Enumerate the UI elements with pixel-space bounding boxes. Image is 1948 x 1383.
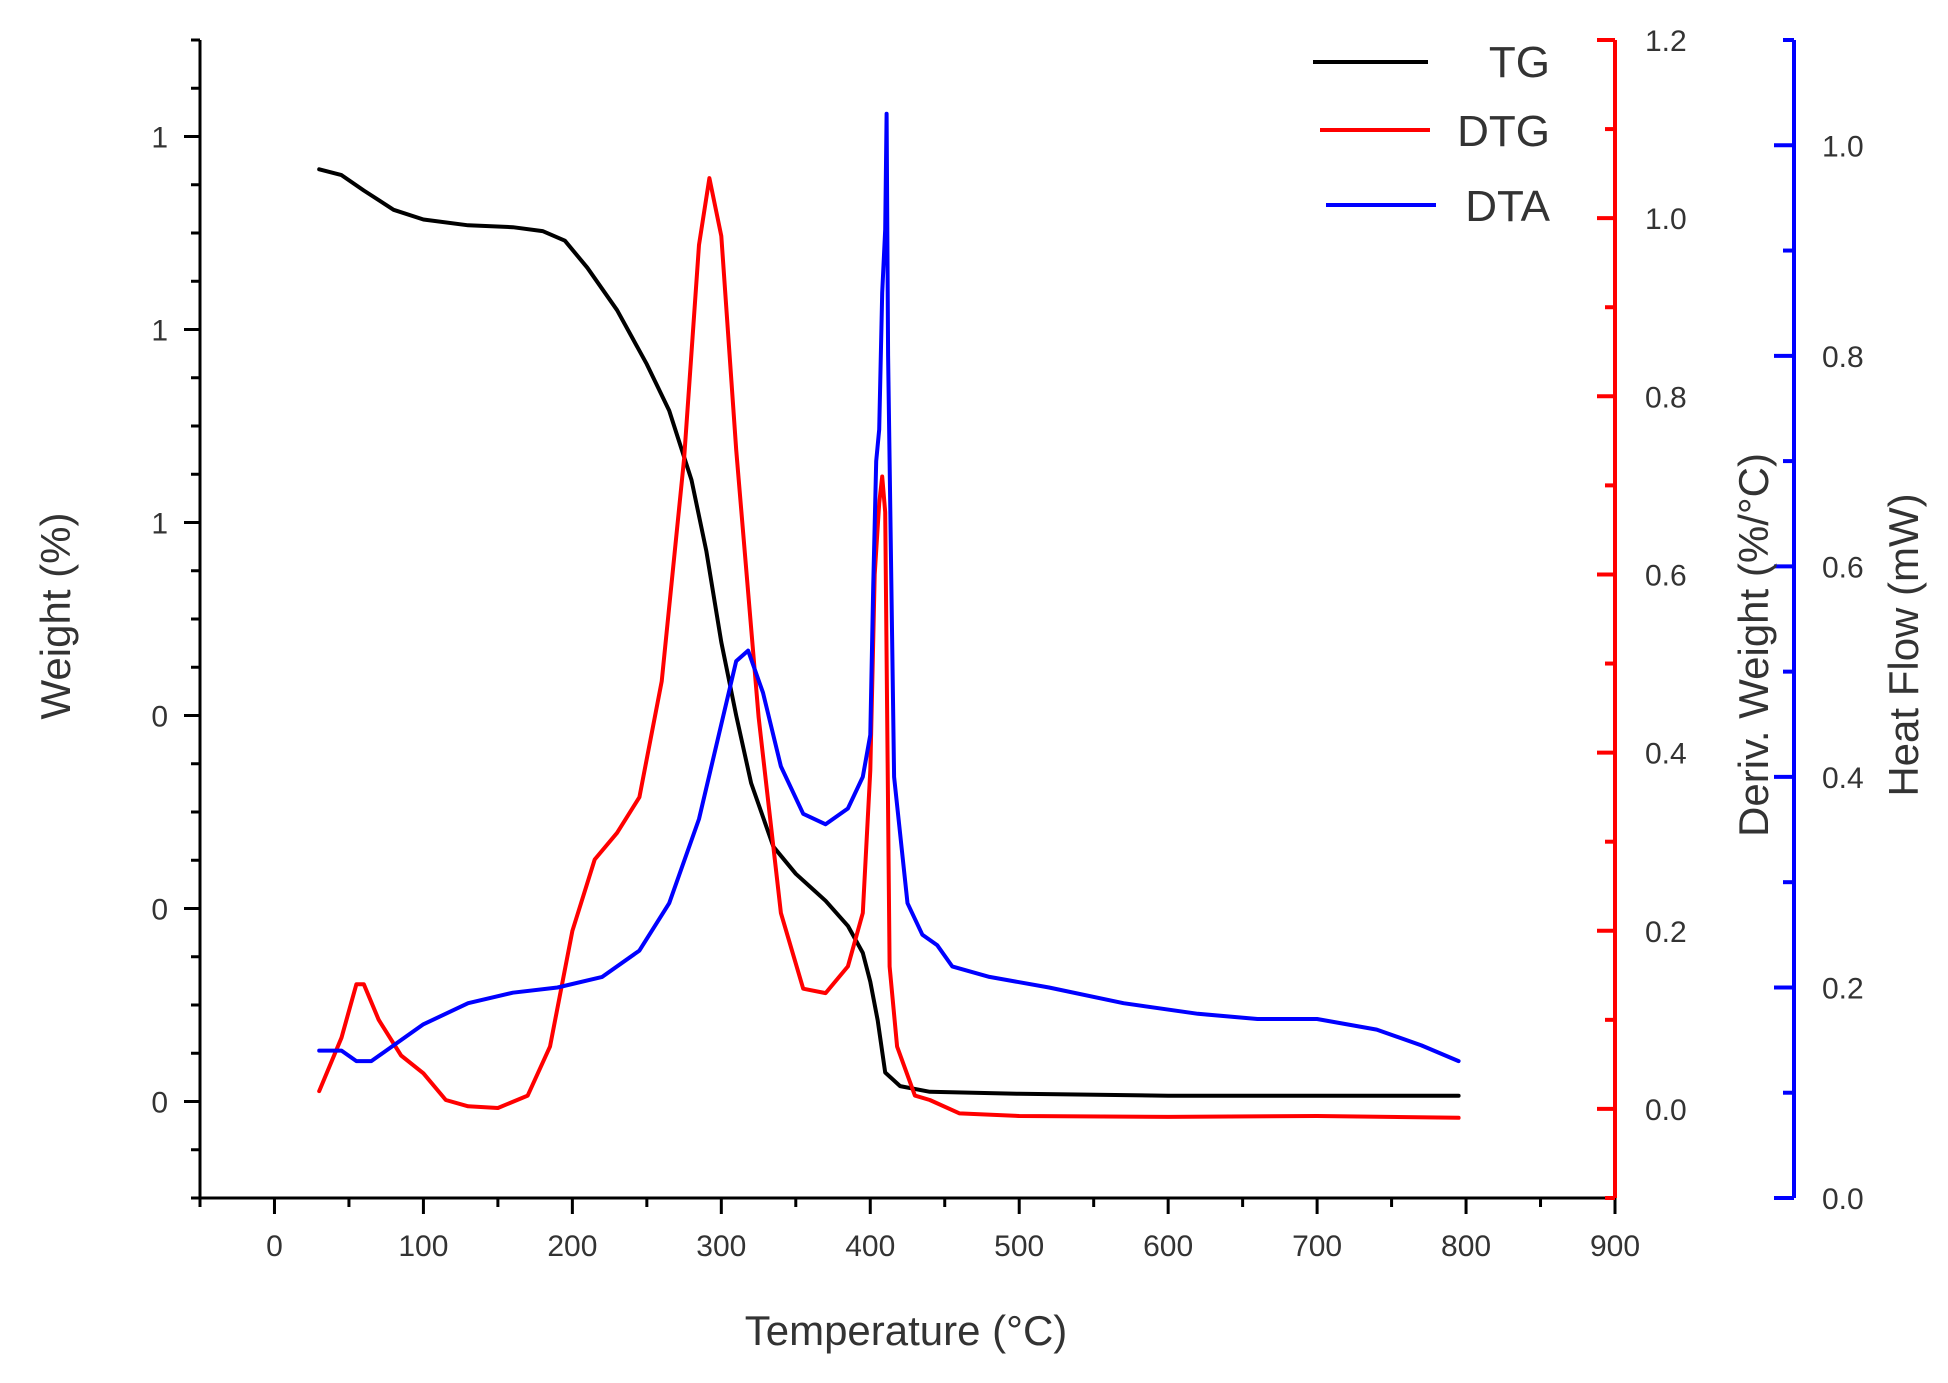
right2-y-tick-label: 0.2: [1822, 972, 1864, 1005]
right2-y-tick-label: 0.4: [1822, 762, 1864, 795]
right-y-axis-title-heat-flow: Heat Flow (mW): [1880, 493, 1927, 796]
left-y-tick-label: 1: [151, 315, 168, 348]
x-tick-label: 700: [1292, 1230, 1342, 1263]
right2-y-tick-label: 0.6: [1822, 551, 1864, 584]
x-tick-label: 400: [845, 1230, 895, 1263]
right1-y-tick-label: 0.2: [1645, 916, 1687, 949]
left-y-axis-title: Weight (%): [32, 513, 79, 720]
right-y-axis-title-deriv-weight: Deriv. Weight (%/°C): [1730, 453, 1777, 837]
left-y-tick-label: 0: [151, 701, 168, 734]
x-tick-label: 200: [547, 1230, 597, 1263]
right1-y-tick-label: 1.2: [1645, 25, 1687, 58]
left-y-tick-label: 1: [151, 122, 168, 155]
x-tick-label: 800: [1441, 1230, 1491, 1263]
left-y-tick-label: 0: [151, 894, 168, 927]
x-axis-title: Temperature (°C): [745, 1307, 1068, 1354]
right2-y-tick-label: 1.0: [1822, 130, 1864, 163]
legend-label-dtg: DTG: [1457, 107, 1550, 156]
legend: TG DTG DTA: [1313, 38, 1551, 231]
right1-y-tick-label: 0.8: [1645, 381, 1687, 414]
x-tick-label: 0: [266, 1230, 283, 1263]
series-layer: [317, 111, 1461, 1120]
left-y-tick-label: 1: [151, 508, 168, 541]
series-line-dtg: [317, 176, 1461, 1120]
series-line-dta: [317, 111, 1461, 1064]
x-tick-label: 600: [1143, 1230, 1193, 1263]
right1-y-tick-label: 0.4: [1645, 738, 1687, 771]
legend-label-dta: DTA: [1465, 182, 1550, 231]
left-y-tick-label: 0: [151, 1087, 168, 1120]
x-tick-label: 900: [1590, 1230, 1640, 1263]
right1-y-tick-label: 0.6: [1645, 559, 1687, 592]
series-line-tg: [317, 167, 1461, 1098]
right2-y-tick-label: 0.0: [1822, 1183, 1864, 1216]
legend-label-tg: TG: [1489, 38, 1550, 87]
right1-y-tick-label: 0.0: [1645, 1094, 1687, 1127]
right1-y-tick-label: 1.0: [1645, 203, 1687, 236]
ticks-layer: 0 100 200 300 400 500 600 700 800 900 0 0 0 1 1 1 0.0 0.2…: [151, 25, 1863, 1263]
x-tick-label: 500: [994, 1230, 1044, 1263]
x-tick-label: 300: [696, 1230, 746, 1263]
right2-y-tick-label: 0.8: [1822, 341, 1864, 374]
x-tick-label: 100: [398, 1230, 448, 1263]
axes-frame: [198, 40, 1796, 1200]
